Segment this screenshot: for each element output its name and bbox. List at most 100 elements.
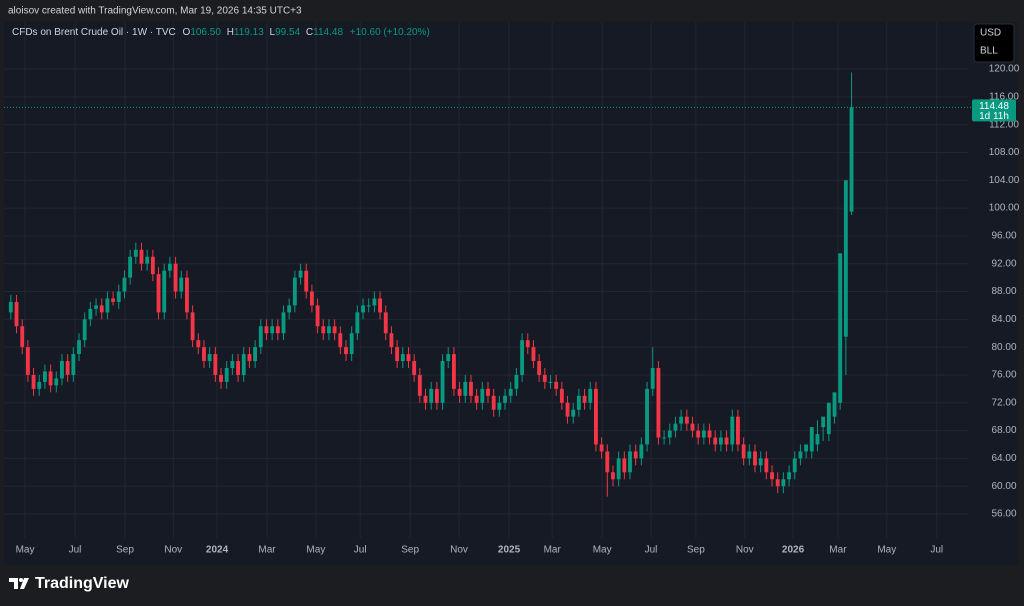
y-tick-label: 56.00 (991, 509, 1016, 520)
candle-body (497, 402, 502, 410)
candle-body (798, 451, 803, 459)
currency: USD (980, 28, 1001, 39)
credit: aloisov created with TradingView.com, Ma… (8, 6, 302, 17)
candle-body (650, 367, 655, 389)
candle-body (747, 451, 752, 459)
candle-body (457, 388, 462, 396)
x-tick-label: Nov (736, 545, 754, 556)
candle-body (446, 354, 451, 362)
logo-mark (20, 578, 29, 589)
c-label: C (306, 27, 313, 38)
candle-body (463, 381, 468, 396)
candle-body (202, 347, 206, 362)
candle-body (105, 298, 110, 313)
y-tick-label: 72.00 (991, 397, 1016, 408)
candle-body (230, 361, 235, 368)
candle-body (707, 430, 712, 438)
o-value: 106.50 (190, 27, 221, 38)
candle-body (236, 361, 240, 375)
candle-body (196, 340, 201, 348)
o-label: O (183, 27, 191, 38)
y-tick-label: 112.00 (989, 119, 1019, 130)
candle-body (156, 274, 161, 313)
candle-body (54, 378, 59, 386)
candle-body (321, 326, 326, 334)
candle-body (849, 107, 854, 212)
currency-box[interactable] (973, 23, 1015, 63)
candle-body (292, 277, 297, 306)
candle-body (332, 326, 337, 334)
y-tick-label: 104.00 (989, 175, 1020, 186)
x-tick-label: Jul (930, 545, 943, 556)
candle-body (662, 437, 667, 439)
c-value: 114.48 (313, 27, 343, 38)
candle-body (383, 312, 388, 334)
l-value: 99.54 (275, 27, 300, 38)
candle-body (167, 263, 172, 271)
candle-body (622, 458, 627, 473)
x-tick-label: May (16, 545, 35, 556)
candle-body (815, 434, 820, 445)
candle-body (361, 305, 365, 313)
y-tick-label: 80.00 (991, 342, 1016, 353)
candle-body (309, 291, 314, 306)
x-tick-label: Mar (258, 545, 276, 556)
x-tick-label: May (877, 545, 896, 556)
candle-body (713, 437, 718, 445)
x-tick-label: 2025 (498, 545, 521, 556)
candle-body (667, 430, 672, 438)
candle-body (298, 270, 303, 278)
candle-body (520, 340, 525, 375)
candle-body (832, 392, 837, 417)
candle-body (599, 444, 604, 452)
candle-body (787, 472, 791, 480)
candle-body (804, 444, 809, 452)
candle-body (270, 326, 275, 334)
y-tick-label: 88.00 (991, 286, 1016, 297)
chart-panel (4, 22, 1018, 565)
candle-body (400, 354, 405, 362)
candle-body (287, 305, 292, 313)
candle-body (247, 354, 252, 362)
candle-body (213, 354, 218, 375)
candle-body (315, 305, 320, 327)
candle-body (582, 395, 587, 403)
candle-body (179, 277, 184, 292)
candle-body (588, 388, 593, 403)
candle-body (758, 458, 763, 466)
y-tick-label: 68.00 (991, 425, 1016, 436)
candle-body (14, 301, 19, 327)
h-label: H (227, 27, 234, 38)
candle-body (684, 416, 689, 424)
candle-body (304, 270, 309, 292)
y-tick-label: 60.00 (991, 481, 1016, 492)
candle-body (508, 388, 513, 396)
candle-body (111, 298, 116, 302)
x-tick-label: Sep (401, 545, 419, 556)
candle-body (224, 367, 229, 382)
symbol: CFDs on Brent Crude Oil · 1W · TVC (12, 27, 176, 38)
price-tag (972, 99, 1016, 122)
candle-body (150, 256, 155, 275)
candle-body (843, 180, 848, 337)
candle-body (690, 423, 695, 431)
candle-body (173, 263, 178, 292)
candle-body (145, 256, 150, 264)
candle-body (258, 326, 263, 348)
x-tick-label: Mar (829, 545, 847, 556)
candle-body (792, 458, 797, 473)
l-label: L (270, 27, 276, 38)
candle-body (344, 347, 348, 355)
candle-body (20, 326, 25, 348)
x-tick-label: Jul (69, 545, 82, 556)
candle-body (542, 374, 547, 382)
candle-body (565, 402, 570, 417)
candle-body (406, 354, 411, 362)
candle-body (525, 340, 530, 348)
candle-body (673, 423, 678, 431)
candles (4, 72, 972, 497)
candle-body (741, 444, 746, 459)
x-tick-label: Jul (645, 545, 658, 556)
candle-body (611, 472, 615, 480)
